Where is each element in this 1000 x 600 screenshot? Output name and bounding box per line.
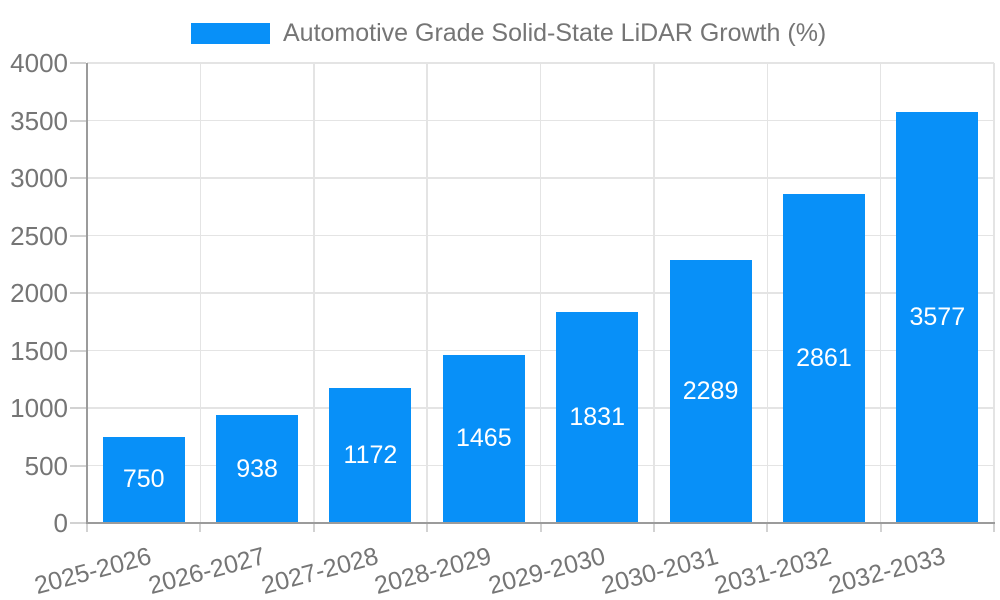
x-axis-tick-mark xyxy=(993,524,995,532)
y-axis-line xyxy=(86,63,88,524)
legend-swatch-icon xyxy=(191,23,270,44)
y-axis-tick-label: 3000 xyxy=(10,163,68,193)
y-axis-tick-label: 2000 xyxy=(10,278,68,308)
x-axis-category-label: 2027-2028 xyxy=(258,542,382,600)
x-gridline xyxy=(539,63,542,523)
x-axis-tick-mark xyxy=(879,524,882,532)
legend: Automotive Grade Solid-State LiDAR Growt… xyxy=(191,21,826,46)
bar-value-label: 2289 xyxy=(682,376,739,405)
x-axis-tick-mark xyxy=(312,524,315,532)
x-gridline xyxy=(993,63,995,523)
x-gridline xyxy=(879,63,882,523)
x-gridline xyxy=(426,63,428,523)
legend-label: Automotive Grade Solid-State LiDAR Growt… xyxy=(283,19,827,47)
x-axis-line xyxy=(86,522,995,524)
x-axis-tick-mark xyxy=(426,524,429,532)
y-axis-tick-label: 3500 xyxy=(10,105,68,136)
bar-value-label: 750 xyxy=(122,465,165,494)
y-axis-tick-mark xyxy=(70,292,86,294)
bar: 1465 xyxy=(442,354,525,523)
y-axis-tick-mark xyxy=(70,464,86,467)
y-axis-tick-label: 1500 xyxy=(10,335,68,366)
bar-value-label: 938 xyxy=(236,454,278,483)
bar-value-label: 1465 xyxy=(456,424,512,453)
x-gridline xyxy=(766,63,768,523)
x-gridline xyxy=(313,63,315,523)
bar: 938 xyxy=(216,415,299,523)
x-axis-category-label: 2032-2033 xyxy=(825,542,949,600)
y-axis-tick-mark xyxy=(70,234,86,237)
y-axis-tick-mark xyxy=(70,177,86,179)
x-gridline xyxy=(199,63,202,523)
x-gridline xyxy=(653,63,655,523)
bar: 3577 xyxy=(896,111,979,523)
bar: 2289 xyxy=(669,259,752,523)
bar: 750 xyxy=(102,436,185,523)
y-axis-tick-label: 4000 xyxy=(10,48,68,78)
y-axis-tick-mark xyxy=(70,119,86,122)
x-axis-tick-mark xyxy=(86,524,88,532)
plot-area: 0 500 1000 1500 2000 2500 3000 3500 4000 750 938 11… xyxy=(10,50,995,600)
x-axis-tick-mark xyxy=(652,524,655,532)
x-axis-category-label: 2026-2027 xyxy=(145,542,268,600)
x-axis-category-label: 2028-2029 xyxy=(371,542,495,600)
x-axis-tick-mark xyxy=(539,524,542,532)
x-axis-tick-mark xyxy=(766,524,769,532)
x-axis-category-label: 2029-2030 xyxy=(485,542,608,600)
bar-value-label: 3577 xyxy=(909,302,966,331)
bar-value-label: 2861 xyxy=(796,344,852,372)
y-axis-tick-label: 0 xyxy=(53,508,68,538)
bar-value-label: 1831 xyxy=(569,403,625,432)
y-axis-tick-mark xyxy=(70,407,86,409)
y-axis-tick-mark xyxy=(70,62,86,64)
y-axis-tick-mark xyxy=(70,522,86,524)
bar: 2861 xyxy=(782,194,865,523)
x-axis-category-label: 2025-2026 xyxy=(31,542,155,600)
y-axis-tick-label: 500 xyxy=(24,450,68,481)
y-axis-tick-label: 1000 xyxy=(10,393,68,423)
y-axis-tick-label: 2500 xyxy=(10,220,68,251)
bar: 1831 xyxy=(556,312,639,523)
bar-value-label: 1172 xyxy=(343,441,398,470)
bar: 1172 xyxy=(329,388,412,523)
x-axis-category-label: 2031-2032 xyxy=(711,542,835,600)
y-axis-tick-mark xyxy=(70,349,86,352)
x-axis-category-label: 2030-2031 xyxy=(598,542,722,600)
x-axis-tick-mark xyxy=(199,524,202,532)
